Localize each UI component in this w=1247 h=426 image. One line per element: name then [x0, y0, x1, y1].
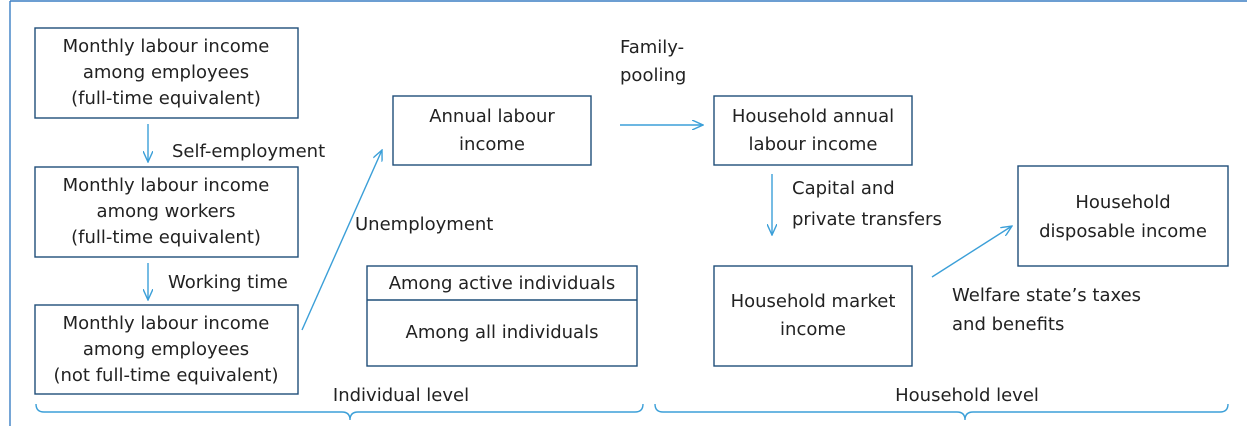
node-text: (full-time equivalent) — [71, 88, 261, 109]
edge-label: Self-employment — [172, 141, 325, 162]
node-text: Among active individuals — [389, 273, 616, 294]
edge-label: Unemployment — [355, 214, 493, 235]
arrow — [301, 150, 382, 331]
edge-label: Working time — [168, 272, 288, 293]
node-box — [34, 27, 299, 119]
level-label: Individual level — [333, 385, 469, 406]
node-box — [713, 265, 913, 367]
node-text: Monthly labour income — [63, 175, 270, 196]
node-box — [366, 265, 638, 367]
node-text: Monthly labour income — [63, 313, 270, 334]
node-text: among workers — [97, 201, 236, 222]
node-text: Among all individuals — [406, 322, 599, 343]
node-box — [1017, 165, 1229, 267]
edge-label: pooling — [620, 65, 686, 86]
node-text: Annual labour — [429, 106, 555, 127]
node-text: among employees — [83, 62, 249, 83]
node-text: (not full-time equivalent) — [53, 365, 278, 386]
edge-label: private transfers — [792, 209, 942, 230]
node-text: (full-time equivalent) — [71, 227, 261, 248]
node-box — [713, 95, 913, 166]
node-box — [392, 95, 592, 166]
arrow — [931, 226, 1012, 278]
node-text: disposable income — [1039, 221, 1207, 242]
node-text: labour income — [749, 134, 878, 155]
edge-label: and benefits — [952, 314, 1064, 335]
node-text: Household market — [731, 291, 896, 312]
brace — [35, 403, 644, 421]
node-box — [34, 304, 299, 395]
node-box — [34, 166, 299, 258]
edge-label: Welfare state’s taxes — [952, 285, 1141, 306]
node-text: among employees — [83, 339, 249, 360]
edge-label: Capital and — [792, 178, 895, 199]
node-text: income — [459, 134, 525, 155]
node-text: income — [780, 319, 846, 340]
node-text: Monthly labour income — [63, 36, 270, 57]
level-label: Household level — [895, 385, 1039, 406]
node-text: Household annual — [732, 106, 894, 127]
edge-label: Family- — [620, 37, 684, 58]
node-text: Household — [1075, 192, 1170, 213]
brace — [654, 403, 1229, 421]
